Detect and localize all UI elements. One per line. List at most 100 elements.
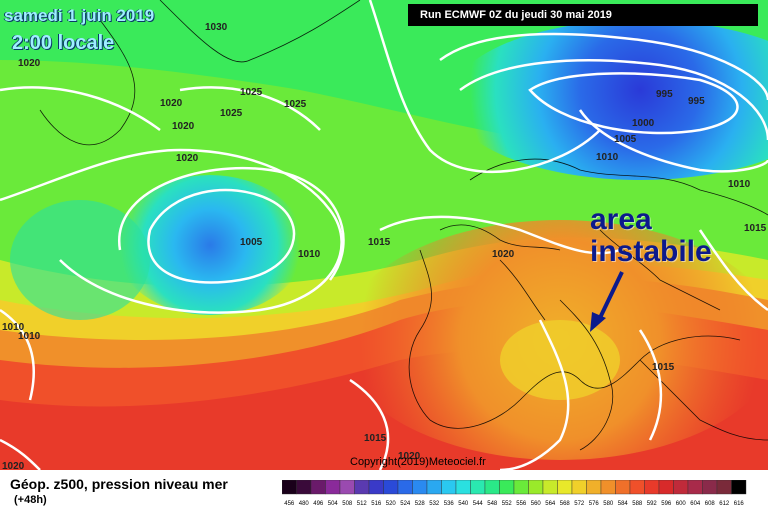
isobar-label: 1010	[2, 322, 25, 333]
scale-swatch	[673, 480, 689, 495]
isobar-label: 1020	[398, 451, 421, 462]
scale-tick-label: 592	[647, 501, 658, 507]
isobar-label: 995	[656, 89, 673, 100]
scale-tick-label: 504	[328, 501, 339, 507]
scale-swatch	[383, 480, 399, 495]
weather-map: 1030 1020 1025 1025 1020 1025 1020 1020 …	[0, 0, 768, 470]
scale-swatch	[296, 480, 312, 495]
isobar-label: 1015	[652, 362, 675, 373]
isobar-label: 1025	[284, 99, 307, 110]
scale-swatch	[731, 480, 747, 495]
scale-tick-label: 604	[690, 501, 701, 507]
scale-tick-label: 544	[473, 501, 484, 507]
isobar-label: 1020	[492, 249, 515, 260]
scale-tick-label: 572	[574, 501, 585, 507]
scale-tick-label: 608	[705, 501, 716, 507]
scale-swatch	[310, 480, 326, 495]
scale-swatch	[658, 480, 674, 495]
forecast-time: 2:00 locale	[12, 32, 115, 54]
scale-tick-label: 560	[531, 501, 542, 507]
scale-tick-label: 568	[560, 501, 571, 507]
scale-tick-label: 532	[429, 501, 440, 507]
scale-swatch	[484, 480, 500, 495]
forecast-date: samedi 1 juin 2019	[4, 6, 155, 25]
scale-tick-label: 584	[618, 501, 629, 507]
scale-swatch	[412, 480, 428, 495]
scale-swatch	[499, 480, 515, 495]
scale-tick-label: 520	[386, 501, 397, 507]
scale-tick-label: 496	[313, 501, 324, 507]
copyright-text: Copyright(2019)Meteociel.fr	[350, 456, 486, 468]
scale-tick-label: 524	[400, 501, 411, 507]
scale-swatch	[368, 480, 384, 495]
isobar-label: 1015	[368, 237, 391, 248]
scale-swatch	[571, 480, 587, 495]
isobar-label: 1015	[364, 433, 387, 444]
scale-swatch	[716, 480, 732, 495]
scale-swatch	[339, 480, 355, 495]
scale-swatch	[702, 480, 718, 495]
isobar-label: 1005	[614, 134, 637, 145]
instability-annotation: area instabile	[590, 204, 712, 268]
isobar-label: 1020	[18, 58, 41, 69]
scale-tick-label: 576	[589, 501, 600, 507]
scale-swatch	[586, 480, 602, 495]
scale-swatch	[542, 480, 558, 495]
isobar-label: 1030	[205, 22, 228, 33]
scale-swatch	[441, 480, 457, 495]
scale-swatch	[629, 480, 645, 495]
scale-tick-label: 516	[371, 501, 382, 507]
scale-swatch	[426, 480, 442, 495]
isobar-label: 1010	[728, 179, 751, 190]
model-run-label: Run ECMWF 0Z du jeudi 30 mai 2019	[408, 4, 758, 26]
scale-swatch	[513, 480, 529, 495]
isobar-label: 1025	[220, 108, 243, 119]
scale-tick-label: 600	[676, 501, 687, 507]
scale-tick-label: 548	[487, 501, 498, 507]
isobar-label: 1015	[744, 223, 767, 234]
isobar-label: 1025	[240, 87, 263, 98]
isobar-label: 1010	[596, 152, 619, 163]
legend-subtitle: (+48h)	[14, 494, 47, 506]
scale-tick-label: 612	[719, 501, 730, 507]
scale-tick-label: 596	[661, 501, 672, 507]
legend-title: Géop. z500, pression niveau mer	[10, 476, 228, 492]
scale-swatch	[470, 480, 486, 495]
scale-tick-label: 580	[603, 501, 614, 507]
isobar-label: 1010	[298, 249, 321, 260]
arrow-icon	[590, 271, 624, 332]
isobar-label: 1020	[176, 153, 199, 164]
isobar-label: 1010	[18, 331, 41, 342]
scale-swatch	[325, 480, 341, 495]
scale-tick-label: 508	[342, 501, 353, 507]
scale-tick-label: 528	[415, 501, 426, 507]
isobar-label: 1020	[2, 461, 25, 470]
scale-tick-label: 616	[734, 501, 745, 507]
scale-swatch	[455, 480, 471, 495]
isobar-label: 1000	[632, 118, 655, 129]
annotation-line-1: area	[590, 203, 652, 236]
scale-swatch	[687, 480, 703, 495]
color-scale: 456 480 496 504 508 512 516 520 524 528 532 536 540 5…	[282, 480, 747, 507]
annotation-line-2: instabile	[590, 235, 712, 268]
scale-swatch	[557, 480, 573, 495]
isobar-label: 1020	[160, 98, 183, 109]
scale-swatch	[528, 480, 544, 495]
scale-swatch	[397, 480, 413, 495]
scale-swatch	[615, 480, 631, 495]
scale-tick-label: 552	[502, 501, 513, 507]
scale-tick-label: 556	[516, 501, 527, 507]
isobar-label: 995	[688, 96, 705, 107]
scale-tick-label: 456	[284, 501, 295, 507]
scale-tick-label: 588	[632, 501, 643, 507]
scale-swatch	[354, 480, 370, 495]
isobar-label: 1005	[240, 237, 263, 248]
scale-swatch	[644, 480, 660, 495]
scale-tick-label: 564	[545, 501, 556, 507]
isobar-label: 1020	[172, 121, 195, 132]
scale-swatch	[600, 480, 616, 495]
scale-swatch	[282, 480, 297, 495]
scale-tick-label: 540	[458, 501, 469, 507]
scale-tick-label: 512	[357, 501, 368, 507]
scale-tick-label: 536	[444, 501, 455, 507]
